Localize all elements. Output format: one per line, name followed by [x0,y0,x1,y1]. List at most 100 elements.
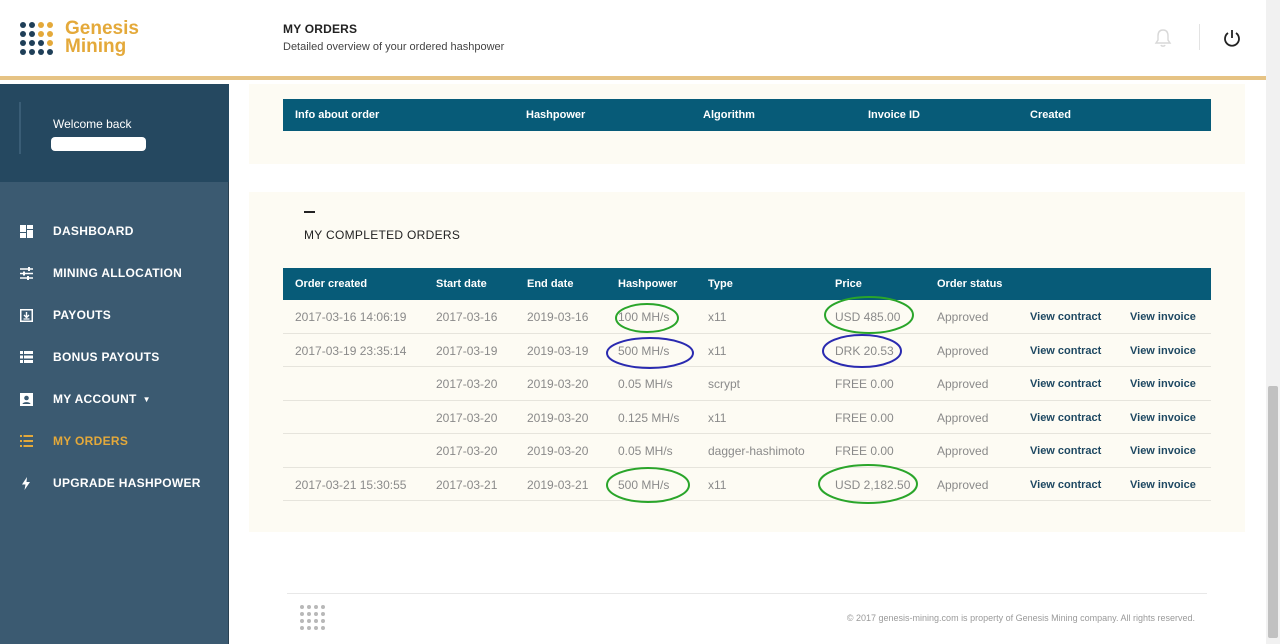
col-header: Price [835,278,862,290]
view-contract-link[interactable]: View contract [1030,478,1102,491]
col-header: Info about order [295,109,380,121]
cell-price: DRK 20.53 [835,343,894,358]
view-invoice-link[interactable]: View invoice [1130,344,1196,357]
cell-status: Approved [937,410,989,425]
sidebar-item-my-orders[interactable]: MY ORDERS [0,420,229,462]
table-row: 2017-03-19 23:35:14 2017-03-19 2019-03-1… [283,334,1211,367]
chevron-down-icon: ▼ [142,394,151,404]
page-subtitle: Detailed overview of your ordered hashpo… [283,41,505,53]
completed-orders-rows: 2017-03-16 14:06:19 2017-03-16 2019-03-1… [283,300,1211,501]
cell-status: Approved [937,444,989,458]
cell-start: 2017-03-16 [436,310,498,324]
cell-created: 2017-03-19 23:35:14 [295,343,407,358]
page-scrollbar[interactable] [1266,0,1280,644]
page-title: MY ORDERS [283,22,358,36]
sidebar-nav: DASHBOARD MINING ALLOCATION PAYOUTS BONU… [0,210,229,504]
footer-logo-icon [300,605,325,630]
cell-status: Approved [937,310,989,324]
view-contract-link[interactable]: View contract [1030,344,1102,357]
welcome-text: Welcome back [53,117,132,131]
cell-hashpower: 0.125 MH/s [618,410,680,425]
section-dash [304,211,315,213]
logo-line-1: Genesis [65,18,139,39]
sidebar-item-dashboard[interactable]: DASHBOARD [0,210,229,252]
cell-end: 2019-03-16 [527,310,589,324]
scrollbar-thumb[interactable] [1268,386,1278,638]
footer-divider [287,593,1207,594]
table-row: 2017-03-20 2019-03-20 0.05 MH/s scrypt F… [283,367,1211,401]
cell-price: FREE 0.00 [835,377,894,391]
view-invoice-link[interactable]: View invoice [1130,311,1196,323]
cell-start: 2017-03-20 [436,377,498,391]
col-header: End date [527,278,574,290]
sidebar-item-label: PAYOUTS [53,308,112,322]
sidebar-item-payouts[interactable]: PAYOUTS [0,294,229,336]
col-header: Hashpower [618,278,678,290]
sidebar-item-my-account[interactable]: MY ACCOUNT ▼ [0,378,229,420]
col-header: Type [708,278,733,290]
view-invoice-link[interactable]: View invoice [1130,378,1196,390]
cell-end: 2019-03-20 [527,444,589,458]
cell-created: 2017-03-16 14:06:19 [295,310,407,324]
view-contract-link[interactable]: View contract [1030,411,1102,424]
col-header: Start date [436,278,487,290]
bell-icon[interactable] [1154,28,1172,48]
cell-end: 2019-03-20 [527,377,589,391]
sidebar-item-upgrade-hashpower[interactable]: UPGRADE HASHPOWER [0,462,229,504]
cell-start: 2017-03-21 [436,477,498,492]
cell-hashpower: 0.05 MH/s [618,377,673,391]
cell-type: x11 [708,410,727,425]
sidebar-item-label: MY ACCOUNT [53,392,137,406]
col-header: Hashpower [526,109,586,121]
footer-copyright: © 2017 genesis-mining.com is property of… [846,613,1195,623]
cell-hashpower: 100 MH/s [618,310,670,324]
col-header: Invoice ID [868,109,920,121]
list-icon [19,350,33,364]
payout-icon [19,308,33,322]
view-invoice-link[interactable]: View invoice [1130,445,1196,457]
logo-wordmark: Genesis Mining [65,18,139,56]
view-contract-link[interactable]: View contract [1030,378,1102,390]
cell-type: x11 [708,343,727,358]
logo-dots-icon [20,21,53,55]
cell-status: Approved [937,477,989,492]
table-row: 2017-03-20 2019-03-20 0.05 MH/s dagger-h… [283,434,1211,468]
sidebar-item-bonus-payouts[interactable]: BONUS PAYOUTS [0,336,229,378]
sidebar-item-label: BONUS PAYOUTS [53,350,160,364]
cell-hashpower: 500 MH/s [618,477,670,492]
table-row: 2017-03-16 14:06:19 2017-03-16 2019-03-1… [283,300,1211,334]
cell-type: x11 [708,477,727,492]
cell-end: 2019-03-19 [527,343,589,358]
cell-type: dagger-hashimoto [708,444,805,458]
cell-created: 2017-03-21 15:30:55 [295,477,407,492]
cell-price: FREE 0.00 [835,410,894,425]
cell-price: FREE 0.00 [835,444,894,458]
sliders-icon [19,266,33,280]
view-invoice-link[interactable]: View invoice [1130,478,1196,491]
col-header: Created [1030,109,1071,121]
cell-price: USD 485.00 [835,310,901,324]
cell-start: 2017-03-20 [436,444,498,458]
cell-hashpower: 0.05 MH/s [618,444,673,458]
sidebar-item-mining-allocation[interactable]: MINING ALLOCATION [0,252,229,294]
view-invoice-link[interactable]: View invoice [1130,411,1196,424]
bolt-icon [19,476,33,490]
welcome-panel: Welcome back [0,84,229,182]
cell-status: Approved [937,343,989,358]
cell-start: 2017-03-19 [436,343,498,358]
dashboard-icon [19,224,33,238]
cell-type: scrypt [708,377,741,391]
view-contract-link[interactable]: View contract [1030,445,1102,457]
cell-start: 2017-03-20 [436,410,498,425]
cell-status: Approved [937,377,989,391]
power-icon[interactable] [1222,28,1242,48]
sidebar-item-label: MY ORDERS [53,434,129,448]
table-row: 2017-03-20 2019-03-20 0.125 MH/s x11 FRE… [283,401,1211,434]
view-contract-link[interactable]: View contract [1030,311,1102,323]
sidebar-item-label: MINING ALLOCATION [53,266,183,280]
sidebar: Welcome back DASHBOARD MINING ALLOCATION [0,84,229,644]
section-title: MY COMPLETED ORDERS [304,228,461,242]
brand-logo[interactable]: Genesis Mining [20,18,139,56]
completed-orders-header: Order created Start date End date Hashpo… [283,268,1211,300]
